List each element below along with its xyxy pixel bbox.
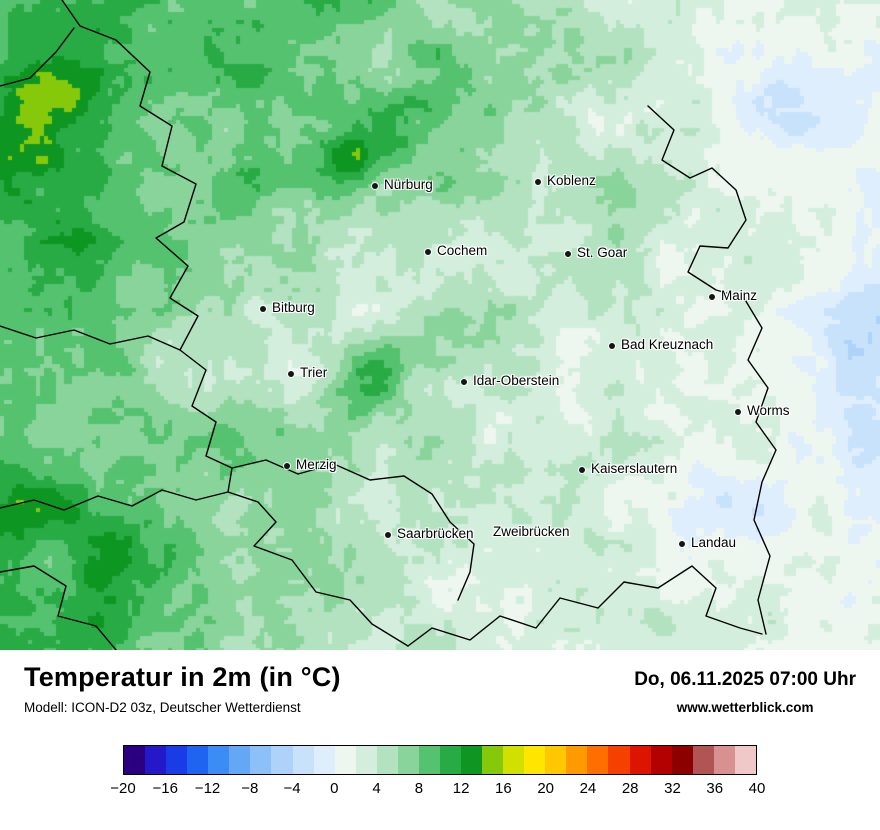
colorbar-segment: [545, 746, 567, 774]
colorbar-segment: [124, 746, 146, 774]
colorbar-tick-label: 8: [414, 780, 424, 797]
colorbar-tick-label: 24: [579, 780, 597, 797]
city-label: Merzig: [296, 457, 337, 472]
colorbar-segment: [376, 746, 398, 774]
colorbar-segment: [439, 746, 461, 774]
border-line-luxembourg-south: [0, 489, 229, 511]
colorbar-segment: [713, 746, 735, 774]
colorbar-tick-label: 28: [621, 780, 639, 797]
city-dot: [260, 306, 266, 312]
forecast-datetime: Do, 06.11.2025 07:00 Uhr: [634, 669, 856, 690]
colorbar-segment: [629, 746, 651, 774]
city-label: Nürburg: [384, 177, 433, 192]
colorbar-segment: [187, 746, 209, 774]
model-info: Modell: ICON-D2 03z, Deutscher Wetterdie…: [24, 700, 301, 715]
city-label: Worms: [747, 403, 790, 418]
colorbar-tick-label: 40: [748, 780, 766, 797]
colorbar-segment: [524, 746, 546, 774]
colorbar-segment: [292, 746, 314, 774]
border-line-belgium: [0, 325, 181, 351]
colorbar-segment: [692, 746, 714, 774]
colorbar-segment: [734, 746, 756, 774]
colorbar-tick-label: −4: [283, 780, 301, 797]
colorbar-segment: [566, 746, 588, 774]
colorbar-segment: [208, 746, 230, 774]
colorbar-tick-label: −8: [241, 780, 259, 797]
city-dot: [372, 183, 378, 189]
city-label: Mainz: [721, 288, 758, 303]
colorbar-tick-label: 12: [452, 780, 470, 797]
city-dot: [735, 409, 741, 415]
colorbar-segment: [418, 746, 440, 774]
colorbar-segment: [271, 746, 293, 774]
colorbar-tick-label: 36: [706, 780, 724, 797]
colorbar-segment: [334, 746, 356, 774]
colorbar-segment: [313, 746, 335, 774]
city-label: Landau: [691, 535, 737, 550]
datetime-block: Do, 06.11.2025 07:00 Uhr www.wetterblick…: [634, 662, 856, 715]
colorbar-segment: [503, 746, 525, 774]
city-dot: [288, 371, 294, 377]
colorbar-tick-label: −12: [194, 780, 221, 797]
city-dot: [679, 541, 685, 547]
website-link[interactable]: www.wetterblick.com: [676, 700, 814, 715]
page-title: Temperatur in 2m (in °C): [24, 662, 341, 692]
city-label: Cochem: [437, 243, 488, 258]
title-row: Temperatur in 2m (in °C) Modell: ICON-D2…: [24, 662, 856, 715]
border-overlay: [0, 0, 777, 650]
city-dot: [284, 463, 290, 469]
colorbar-tick-label: −16: [152, 780, 178, 797]
colorbar-segment: [250, 746, 272, 774]
city-label: Kaiserslautern: [591, 461, 678, 476]
colorbar-segment: [650, 746, 672, 774]
city-label: Idar-Oberstein: [473, 373, 560, 388]
city-label: Bitburg: [272, 300, 315, 315]
border-line-rhine-east: [647, 105, 777, 635]
colorbar-ticks: −20 −16 −12 −8 −4 0 4 8 12 16 20 24 28 32 36 40: [110, 780, 765, 802]
city-label: Bad Kreuznach: [621, 337, 714, 352]
temperature-map-canvas: [0, 0, 880, 650]
border-line-saarland: [231, 459, 475, 601]
city-dot: [579, 467, 585, 473]
city-dot: [709, 294, 715, 300]
city-dot: [565, 251, 571, 257]
colorbar-segment: [587, 746, 609, 774]
colorbar-segment: [608, 746, 630, 774]
colorbar-tick-label: 0: [330, 780, 339, 797]
colorbar-gradient: [123, 745, 757, 775]
city-dot: [461, 379, 467, 385]
city-dot: [535, 179, 541, 185]
colorbar-tick-label: 4: [372, 780, 381, 797]
colorbar-segment: [397, 746, 419, 774]
city-dot: [385, 532, 391, 538]
city-label: Saarbrücken: [397, 526, 474, 541]
colorbar-segment: [145, 746, 167, 774]
border-line-west: [61, 0, 409, 647]
colorbar-segment: [229, 746, 251, 774]
colorbar-segment: [671, 746, 693, 774]
city-label: Koblenz: [547, 173, 596, 188]
colorbar-tick-label: 32: [664, 780, 681, 797]
city-label: St. Goar: [577, 245, 628, 260]
city-label: Zweibrücken: [493, 524, 570, 539]
city-label: Trier: [300, 365, 328, 380]
colorbar-segment: [461, 746, 483, 774]
map-area: Nürburg Koblenz Cochem St. Goar Bitburg Mainz…: [0, 0, 880, 650]
colorbar-segment: [482, 746, 504, 774]
colorbar-segment: [166, 746, 188, 774]
colorbar-tick-label: 20: [537, 780, 554, 797]
city-layer: Nürburg Koblenz Cochem St. Goar Bitburg Mainz…: [260, 173, 790, 550]
colorbar-tick-label: −20: [110, 780, 136, 797]
city-dot: [425, 249, 431, 255]
colorbar: −20 −16 −12 −8 −4 0 4 8 12 16 20 24 28 32 36 40: [110, 745, 765, 802]
city-dot: [609, 343, 615, 349]
colorbar-tick-label: 16: [495, 780, 512, 797]
title-block: Temperatur in 2m (in °C) Modell: ICON-D2…: [24, 662, 341, 715]
border-line-france-south: [407, 565, 763, 647]
border-line-bottom-left: [0, 565, 117, 650]
colorbar-segment: [355, 746, 377, 774]
border-line-top-left: [0, 27, 75, 87]
footer: Temperatur in 2m (in °C) Modell: ICON-D2…: [0, 650, 880, 802]
